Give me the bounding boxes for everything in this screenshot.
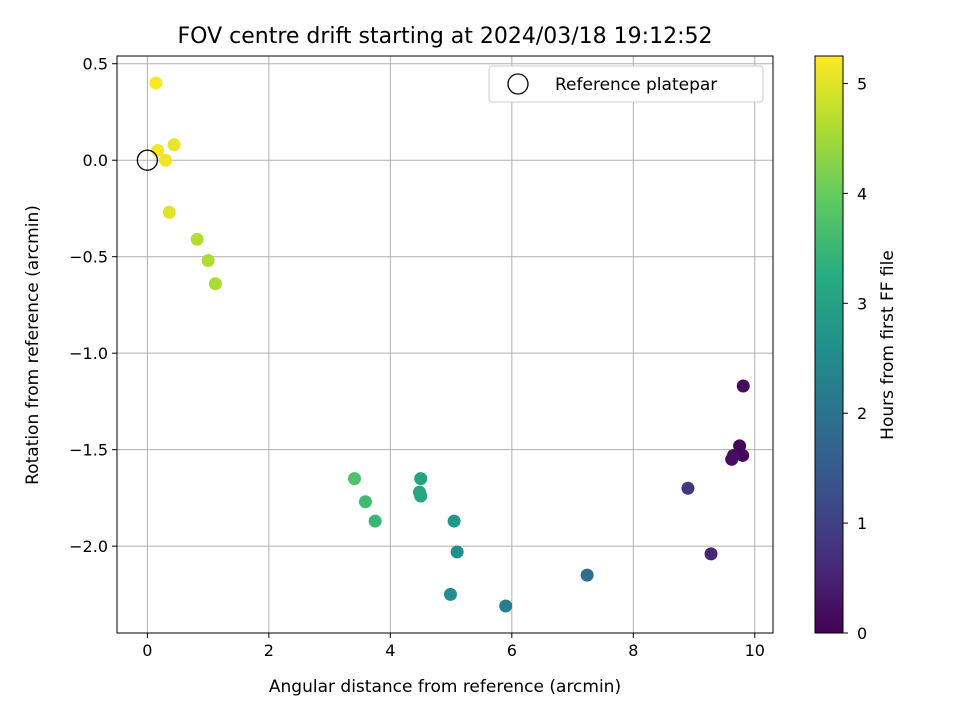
legend-entry-label: Reference platepar	[555, 75, 717, 95]
data-point	[208, 277, 222, 291]
data-point	[736, 379, 750, 393]
colorbar-tick-label: 4	[857, 184, 867, 203]
colorbar-tick-label: 0	[857, 624, 867, 643]
y-tick-label: 0.0	[83, 151, 108, 170]
legend: Reference platepar	[488, 65, 764, 103]
x-tick-label: 6	[507, 641, 517, 660]
data-point	[443, 587, 457, 601]
data-point	[704, 547, 718, 561]
data-point	[167, 138, 181, 152]
data-point	[447, 514, 461, 528]
data-point	[450, 545, 464, 559]
x-tick-label: 2	[264, 641, 274, 660]
x-axis-ticks: 0 2 4 6 8 10	[142, 633, 765, 660]
data-point	[736, 448, 750, 462]
colorbar-tick-label: 3	[857, 294, 867, 313]
reference-marker	[136, 149, 159, 171]
data-point	[190, 232, 204, 246]
data-point	[347, 472, 361, 486]
x-tick-label: 4	[385, 641, 395, 660]
x-tick-label: 0	[142, 641, 152, 660]
y-axis-label: Rotation from reference (arcmin)	[23, 205, 43, 485]
data-points	[149, 76, 750, 613]
data-point	[681, 481, 695, 495]
grid-lines	[117, 56, 773, 633]
x-axis-label: Angular distance from reference (arcmin)	[269, 677, 621, 697]
data-point	[727, 448, 741, 462]
x-tick-label: 10	[745, 641, 765, 660]
y-tick-label: 0.5	[83, 55, 108, 74]
data-point	[151, 144, 165, 158]
data-point	[201, 254, 215, 268]
chart-title: FOV centre drift starting at 2024/03/18 …	[178, 24, 713, 49]
data-point	[358, 495, 372, 509]
data-point	[414, 489, 428, 503]
colorbar-label: Hours from first FF file	[878, 250, 898, 440]
colorbar-tick-label: 1	[857, 514, 867, 533]
legend-marker-icon	[507, 73, 529, 95]
colorbar-gradient	[814, 55, 844, 634]
data-point	[414, 472, 428, 486]
plot-frame	[116, 55, 774, 634]
y-tick-label: −1.0	[69, 344, 108, 363]
y-tick-label: −2.0	[69, 537, 108, 556]
legend-box	[488, 65, 764, 103]
x-tick-label: 8	[628, 641, 638, 660]
colorbar: 0 1 2 3 4 5 Hours from first FF file	[814, 55, 898, 643]
data-point	[368, 514, 382, 528]
data-point	[162, 205, 176, 219]
data-point	[499, 599, 513, 613]
data-point	[580, 568, 594, 582]
y-axis-ticks: 0.5 0.0 −0.5 −1.0 −1.5 −2.0	[69, 55, 117, 556]
colorbar-ticks: 0 1 2 3 4 5	[843, 74, 867, 643]
y-tick-label: −1.5	[69, 441, 108, 460]
y-tick-label: −0.5	[69, 248, 108, 267]
data-point	[149, 76, 163, 90]
reference-point	[136, 149, 159, 171]
colorbar-tick-label: 2	[857, 404, 867, 423]
data-point	[159, 153, 173, 167]
colorbar-tick-label: 5	[857, 74, 867, 93]
